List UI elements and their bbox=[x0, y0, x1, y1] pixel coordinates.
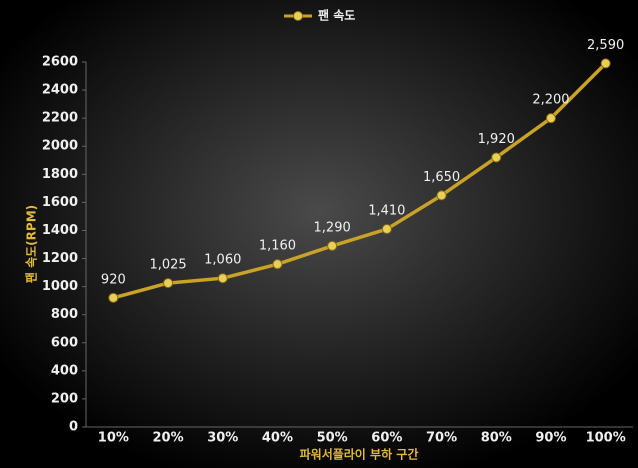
x-tick-label: 10% bbox=[98, 431, 129, 446]
marker bbox=[272, 259, 283, 270]
data-label: 1,410 bbox=[368, 204, 405, 219]
y-tick-label: 200 bbox=[51, 391, 78, 406]
data-label: 1,650 bbox=[423, 170, 460, 185]
marker bbox=[163, 278, 174, 289]
marker bbox=[491, 152, 502, 163]
x-tick-label: 40% bbox=[262, 431, 293, 446]
y-tick-label: 2600 bbox=[42, 55, 78, 70]
y-tick-label: 0 bbox=[69, 420, 78, 435]
marker bbox=[217, 273, 228, 284]
x-tick-label: 20% bbox=[152, 431, 183, 446]
x-tick-label: 70% bbox=[426, 431, 457, 446]
marker bbox=[108, 292, 119, 303]
legend-marker bbox=[293, 11, 303, 21]
y-tick-label: 1200 bbox=[42, 251, 78, 266]
y-tick-label: 600 bbox=[51, 335, 78, 350]
line bbox=[112, 62, 607, 300]
y-tick-label: 2400 bbox=[42, 83, 78, 98]
marker bbox=[600, 58, 611, 69]
x-tick-label: 50% bbox=[317, 431, 348, 446]
y-tick-label: 1800 bbox=[42, 167, 78, 182]
data-label: 1,025 bbox=[149, 258, 186, 273]
y-tick-label: 2000 bbox=[42, 139, 78, 154]
legend-label: 팬 속도 bbox=[318, 8, 355, 23]
data-label: 2,200 bbox=[532, 93, 569, 108]
y-tick-label: 1400 bbox=[42, 223, 78, 238]
data-label: 1,920 bbox=[478, 132, 515, 147]
data-label: 1,060 bbox=[204, 253, 241, 268]
marker bbox=[436, 190, 447, 201]
y-tick-label: 800 bbox=[51, 307, 78, 322]
marker bbox=[545, 113, 556, 124]
data-label: 1,160 bbox=[259, 239, 296, 254]
data-label: 2,590 bbox=[587, 38, 624, 53]
x-axis-title: 파워서플라이 부하 구간 bbox=[300, 447, 419, 462]
y-tick-label: 1000 bbox=[42, 279, 78, 294]
y-tick-label: 2200 bbox=[42, 111, 78, 126]
x-tick-label: 90% bbox=[535, 431, 566, 446]
data-label: 1,290 bbox=[314, 220, 351, 235]
x-tick-label: 100% bbox=[586, 431, 626, 446]
x-tick-label: 60% bbox=[371, 431, 402, 446]
marker bbox=[327, 240, 338, 251]
marker bbox=[381, 224, 392, 235]
x-tick-label: 80% bbox=[481, 431, 512, 446]
x-tick-label: 30% bbox=[207, 431, 238, 446]
data-label: 920 bbox=[101, 272, 126, 287]
y-tick-label: 400 bbox=[51, 363, 78, 378]
y-tick-label: 1600 bbox=[42, 195, 78, 210]
y-axis-title: 팬 속도(RPM) bbox=[24, 205, 39, 283]
